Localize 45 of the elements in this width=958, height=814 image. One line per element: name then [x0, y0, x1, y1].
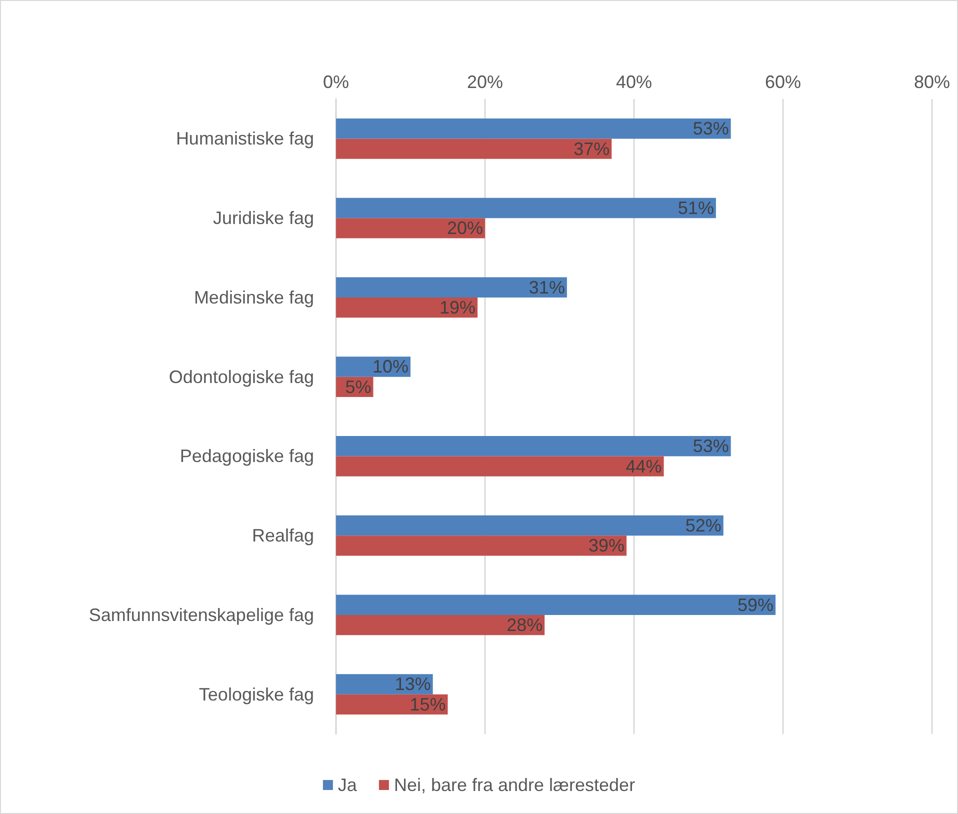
bar: [336, 536, 627, 556]
bar: [336, 594, 776, 615]
data-label: 59%: [738, 594, 774, 615]
data-label: 15%: [410, 694, 446, 714]
bar: [336, 674, 433, 694]
bar: [336, 138, 612, 159]
bar: [336, 218, 485, 238]
data-label: 53%: [692, 436, 729, 456]
x-tick-label: 80%: [914, 72, 950, 92]
x-tick-label: 40%: [616, 72, 652, 92]
bar: [336, 277, 567, 298]
data-label: 13%: [394, 674, 431, 694]
y-tick-label: Teologiske fag: [198, 684, 314, 704]
bar: [336, 118, 731, 139]
y-tick-label: Juridiske fag: [212, 208, 314, 228]
data-label: 19%: [440, 298, 476, 318]
x-tick-label: 60%: [764, 72, 802, 92]
y-tick-label: Medisinske fag: [194, 287, 314, 308]
y-tick-label: Samfunnsvitenskapelige fag: [88, 604, 314, 625]
data-label: 20%: [446, 218, 483, 238]
bar: [336, 515, 724, 536]
bar: [336, 694, 448, 715]
data-label: 39%: [588, 536, 625, 556]
y-tick-label: Humanistiske fag: [176, 128, 314, 149]
bar: [336, 198, 716, 218]
data-label: 53%: [692, 118, 729, 139]
data-label: 44%: [626, 456, 662, 476]
y-tick-label: Odontologiske fag: [168, 366, 314, 387]
y-tick-label: Realfag: [252, 526, 314, 546]
x-tick-label: 20%: [466, 72, 504, 92]
data-label: 52%: [685, 515, 722, 536]
data-label: 37%: [574, 138, 610, 159]
x-tick-label: 0%: [322, 72, 350, 92]
data-label: 51%: [678, 198, 714, 218]
data-label: 5%: [345, 376, 372, 397]
bar: [336, 297, 478, 318]
bar: [336, 456, 664, 476]
data-label: 10%: [372, 356, 408, 377]
bar: [336, 614, 545, 636]
data-label: 31%: [528, 277, 565, 298]
legend-label: Nei, bare fra andre læresteder: [394, 775, 636, 795]
data-label: 28%: [506, 615, 543, 636]
y-tick-label: Pedagogiske fag: [180, 446, 314, 466]
bar: [336, 436, 731, 456]
legend-label: Ja: [338, 775, 358, 795]
